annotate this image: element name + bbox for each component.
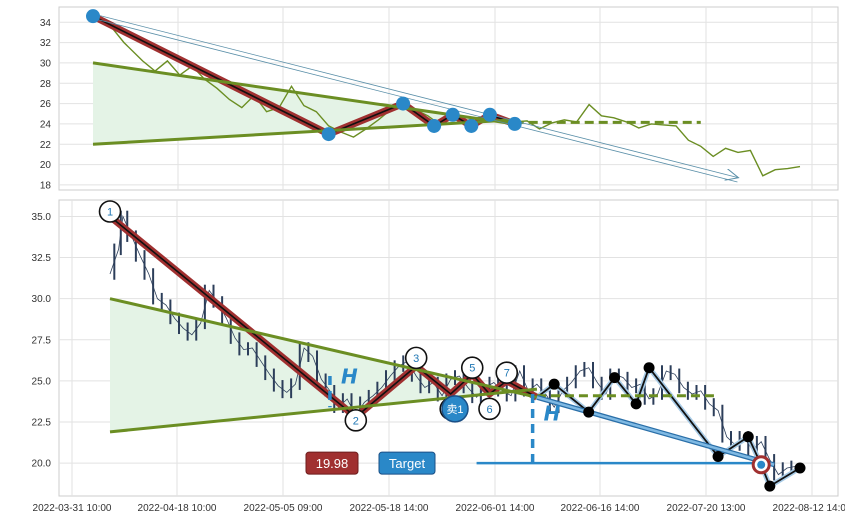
detail-x-tick-label: 2022-04-18 10:00 (138, 503, 217, 514)
pattern-point-marker (460, 356, 484, 380)
overview-y-tick-label: 20 (40, 160, 52, 171)
overview-y-tick-label: 32 (40, 38, 52, 49)
overview-lower-trendline (92, 118, 515, 146)
overview-pivot-point (396, 96, 411, 111)
height-measure-label: H (544, 401, 561, 425)
detail-lower-trendline (109, 387, 538, 434)
detail-x-tick-label: 2022-08-12 14:00 (773, 503, 845, 514)
overview-pivot-point (482, 107, 497, 122)
pattern-point-number: 5 (469, 363, 475, 375)
pattern-point-number: 7 (504, 368, 510, 380)
target-value-text: 19.98 (316, 456, 349, 471)
sell-marker (441, 395, 469, 423)
pattern-point-marker (495, 361, 519, 384)
projection-node (742, 431, 754, 443)
detail-x-tick-label: 2022-06-16 14:00 (561, 503, 640, 514)
pattern-point-number: 1 (107, 207, 113, 219)
detail-panel: 2022-03-31 10:00 2022-04-18 10:00 2022-05-… (32, 199, 845, 514)
pattern-point-marker (98, 200, 122, 223)
detail-x-tick-label: 2022-03-31 10:00 (33, 503, 112, 514)
detail-y-tick-label: 32.5 (32, 253, 52, 264)
overview-upper-trendline (92, 61, 515, 126)
target-label-box (378, 451, 436, 475)
overview-y-tick-label: 18 (40, 180, 52, 191)
projection-node (643, 362, 655, 374)
target-value-box (305, 451, 359, 475)
overview-y-tick-label: 24 (40, 119, 52, 130)
projection-node (630, 398, 642, 410)
detail-y-tick-label: 22.5 (32, 418, 52, 429)
pattern-point-number: 2 (353, 415, 359, 427)
detail-projection-line (536, 396, 775, 466)
projection-node (712, 451, 724, 463)
height-measure-label: H (341, 364, 358, 388)
projection-node (583, 406, 595, 418)
pattern-point-marker (404, 346, 428, 370)
target-label-text: Target (389, 456, 426, 471)
detail-x-tick-label: 2022-05-05 09:00 (244, 503, 323, 514)
overview-y-tick-label: 26 (40, 99, 52, 110)
detail-x-tick-label: 2022-06-01 14:00 (456, 503, 535, 514)
detail-x-tick-label: 2022-05-18 14:00 (350, 503, 429, 514)
overview-y-tick-label: 28 (40, 79, 52, 90)
detail-plot-content: HH1234567卖1 (98, 200, 806, 492)
pattern-point-number: 6 (486, 404, 492, 416)
overview-pivot-point (427, 118, 442, 133)
overview-y-tick-label: 34 (40, 18, 52, 29)
detail-y-tick-label: 35.0 (32, 212, 52, 223)
detail-upper-trendline (109, 297, 538, 399)
overview-pivot-point (464, 118, 479, 133)
overview-projection-arrow (93, 13, 739, 178)
overview-projection-arrow-edge (92, 17, 738, 183)
projection-node (794, 462, 806, 474)
overview-triangle-fill (93, 62, 515, 145)
detail-x-tick-label: 2022-07-20 13:00 (667, 503, 746, 514)
overview-pivot-point (507, 116, 522, 131)
projection-node (609, 372, 621, 384)
overview-pivot-point (445, 107, 460, 122)
sell-marker-label: 卖1 (446, 403, 463, 416)
overview-pivot-point (321, 127, 336, 142)
projection-node (548, 378, 560, 390)
detail-y-tick-label: 20.0 (32, 459, 52, 470)
detail-y-tick-label: 30.0 (32, 294, 52, 305)
detail-y-tick-label: 27.5 (32, 335, 52, 346)
pattern-point-number: 3 (413, 353, 419, 365)
overview-plot-content (86, 9, 801, 183)
overview-y-tick-label: 30 (40, 58, 52, 69)
overview-y-tick-label: 22 (40, 140, 52, 151)
pattern-point-marker (478, 397, 501, 421)
overview-panel: 18 20 22 24 26 28 30 32 34 (40, 6, 839, 191)
pattern-point-marker (344, 409, 368, 432)
detail-y-tick-label: 25.0 (32, 376, 52, 387)
projection-node (764, 480, 776, 492)
target-node-center (757, 460, 766, 469)
overview-pivot-point (86, 9, 100, 24)
